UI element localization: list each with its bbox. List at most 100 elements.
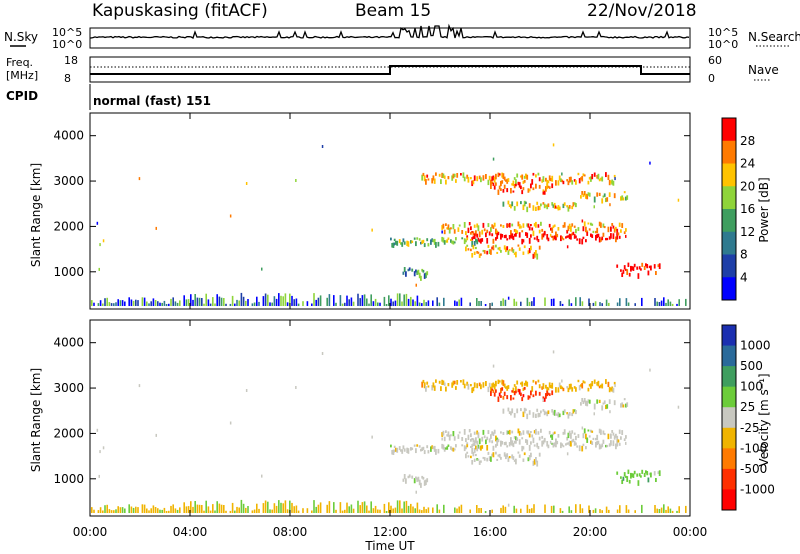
data-cell bbox=[507, 223, 510, 228]
data-cell bbox=[512, 249, 515, 253]
data-cell bbox=[473, 251, 476, 255]
data-cell bbox=[245, 389, 248, 392]
data-cell bbox=[522, 180, 525, 184]
data-cell bbox=[478, 301, 480, 307]
data-cell bbox=[611, 430, 614, 433]
data-cell bbox=[610, 387, 612, 391]
data-cell bbox=[275, 298, 278, 307]
freq-tick-bottom: 8 bbox=[64, 72, 71, 85]
data-cell bbox=[473, 224, 476, 228]
data-cell bbox=[592, 437, 595, 441]
data-cell bbox=[535, 206, 537, 212]
data-cell bbox=[442, 430, 445, 436]
data-cell bbox=[473, 233, 476, 240]
data-cell bbox=[510, 235, 512, 238]
data-cell bbox=[582, 173, 585, 177]
data-cell bbox=[311, 510, 313, 513]
data-cell bbox=[628, 272, 631, 277]
data-cell bbox=[418, 272, 421, 279]
data-cell bbox=[446, 227, 449, 230]
data-cell bbox=[401, 242, 404, 247]
data-cell bbox=[550, 298, 553, 306]
data-cell bbox=[446, 434, 449, 437]
data-cell bbox=[610, 180, 612, 184]
data-cell bbox=[445, 430, 447, 434]
data-cell bbox=[174, 301, 177, 306]
power-frame bbox=[89, 112, 691, 310]
data-cell bbox=[622, 476, 625, 481]
data-cell bbox=[106, 297, 108, 307]
data-cell bbox=[593, 205, 595, 209]
data-cell bbox=[477, 237, 480, 242]
data-cell bbox=[625, 475, 627, 478]
data-cell bbox=[466, 442, 469, 446]
data-cell bbox=[523, 200, 526, 207]
data-cell bbox=[506, 395, 509, 400]
data-cell bbox=[561, 379, 563, 383]
data-cell bbox=[573, 234, 576, 239]
data-cell bbox=[317, 504, 320, 513]
data-cell bbox=[605, 444, 607, 448]
data-cell bbox=[568, 176, 571, 183]
data-cell bbox=[363, 501, 366, 514]
data-cell bbox=[502, 432, 505, 435]
data-cell bbox=[124, 301, 126, 307]
data-cell bbox=[117, 506, 119, 513]
data-cell bbox=[545, 411, 547, 415]
data-cell bbox=[422, 476, 425, 480]
data-cell bbox=[608, 179, 611, 186]
data-cell bbox=[421, 174, 424, 181]
data-cell bbox=[570, 510, 573, 514]
data-cell bbox=[472, 451, 475, 457]
data-cell bbox=[466, 444, 469, 448]
data-cell bbox=[575, 442, 577, 446]
data-cell bbox=[486, 250, 489, 255]
data-cell bbox=[547, 203, 550, 208]
data-cell bbox=[650, 265, 652, 271]
data-cell bbox=[611, 386, 614, 392]
data-cell bbox=[500, 431, 502, 434]
data-cell bbox=[401, 449, 404, 454]
data-cell bbox=[441, 236, 444, 242]
data-cell bbox=[261, 267, 263, 271]
data-cell bbox=[616, 435, 619, 442]
data-cell bbox=[423, 175, 426, 182]
data-cell bbox=[321, 145, 324, 148]
data-cell bbox=[475, 230, 477, 236]
data-cell bbox=[623, 438, 626, 442]
data-cell bbox=[368, 303, 370, 306]
data-cell bbox=[601, 236, 604, 241]
data-cell bbox=[538, 413, 541, 417]
data-cell bbox=[425, 272, 427, 279]
data-cell bbox=[236, 506, 238, 513]
data-cell bbox=[515, 251, 517, 258]
data-cell bbox=[490, 386, 492, 393]
data-cell bbox=[505, 454, 507, 460]
data-cell bbox=[121, 507, 124, 513]
data-cell bbox=[271, 302, 273, 306]
data-cell bbox=[421, 240, 424, 245]
xtick-label: 16:00 bbox=[473, 525, 508, 539]
data-cell bbox=[655, 478, 657, 483]
data-cell bbox=[546, 441, 549, 447]
data-cell bbox=[538, 452, 541, 457]
data-cell bbox=[531, 386, 534, 392]
data-cell bbox=[475, 445, 477, 450]
data-cell bbox=[98, 267, 100, 271]
data-cell bbox=[507, 457, 510, 462]
data-cell bbox=[436, 297, 438, 307]
data-cell bbox=[467, 434, 470, 441]
data-cell bbox=[561, 172, 563, 176]
data-cell bbox=[522, 187, 525, 191]
data-cell bbox=[498, 392, 501, 397]
data-cell bbox=[426, 174, 429, 178]
data-cell bbox=[278, 500, 280, 514]
data-cell bbox=[488, 175, 491, 181]
data-cell bbox=[503, 176, 506, 181]
data-cell bbox=[379, 509, 381, 514]
beam-title: Beam 15 bbox=[355, 1, 431, 21]
data-cell bbox=[611, 223, 614, 226]
power-cells bbox=[91, 143, 687, 307]
